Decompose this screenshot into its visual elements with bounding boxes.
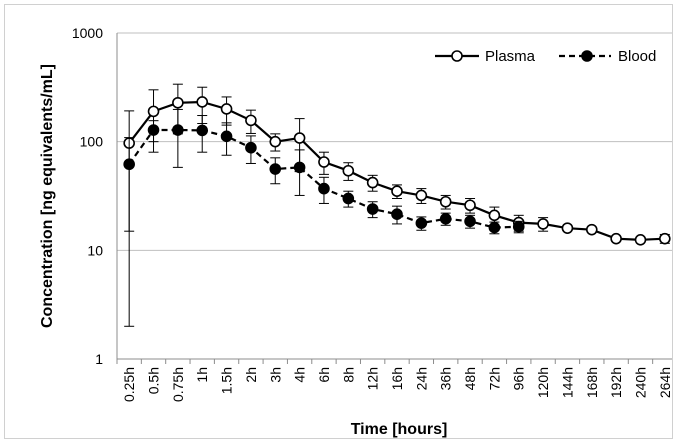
x-tick-label: 48h: [462, 367, 478, 390]
y-axis-title: Concentration [ng equivalents/mL]: [39, 64, 56, 328]
legend-blood-label: Blood: [618, 48, 656, 65]
plasma-point: [464, 199, 476, 212]
x-tick-label: 264h: [657, 367, 672, 398]
x-tick-label: 16h: [389, 367, 405, 390]
blood-point: [245, 141, 257, 154]
plasma-point: [634, 234, 647, 246]
legend-plasma-label: Plasma: [485, 48, 536, 65]
blood-point: [318, 182, 330, 195]
plasma-point: [610, 232, 622, 245]
x-axis-title: Time [hours]: [351, 421, 448, 438]
blood-point: [293, 161, 306, 174]
x-tick-label: 12h: [365, 367, 381, 390]
x-tick-label: 0.25h: [121, 367, 137, 402]
blood-point: [415, 217, 428, 229]
chart-frame: 1 10 100 1000 0.25h 0.5h 0.75h 1h 1.5h 2h 3h 4h 6h 8…: [4, 4, 677, 439]
plasma-point: [293, 132, 306, 144]
y-tick-label: 1000: [72, 25, 103, 41]
axes: [116, 33, 677, 364]
blood-point: [439, 213, 452, 225]
legend-plasma-marker: [451, 50, 463, 62]
x-tick-label: 8h: [340, 367, 356, 383]
x-tick-label: 3h: [267, 367, 283, 383]
plasma-point: [659, 232, 671, 245]
plasma-point: [439, 195, 452, 208]
x-tick-label: 96h: [511, 367, 527, 390]
plasma-point: [318, 156, 330, 168]
legend: Plasma Blood: [435, 48, 656, 65]
y-tick-label: 10: [87, 242, 103, 258]
x-tick-label: 4h: [292, 367, 308, 383]
x-tick-label: 0.75h: [170, 367, 186, 402]
blood-point: [196, 124, 209, 137]
plasma-point: [415, 189, 428, 202]
blood-point: [172, 124, 184, 136]
series-group: [123, 83, 671, 327]
y-tick-labels: 1 10 100 1000: [72, 25, 103, 367]
plasma-point: [147, 105, 160, 118]
series-blood: [123, 108, 525, 235]
x-tick-label: 240h: [632, 367, 648, 398]
x-tick-label: 1.5h: [219, 367, 235, 394]
plasma-point: [488, 209, 501, 222]
plasma-point: [537, 218, 549, 230]
chart: 1 10 100 1000 0.25h 0.5h 0.75h 1h 1.5h 2h 3h 4h 6h 8…: [39, 25, 677, 438]
series-plasma: [123, 83, 671, 327]
blood-point: [488, 221, 501, 234]
plasma-point: [391, 185, 403, 198]
x-tick-label: 0.5h: [146, 367, 162, 394]
plasma-point: [220, 103, 233, 115]
blood-point: [123, 158, 135, 171]
blood-point: [391, 208, 403, 221]
x-tick-labels: 0.25h 0.5h 0.75h 1h 1.5h 2h 3h 4h 6h 8h 12h 16h 24h 3…: [121, 367, 673, 402]
plasma-point: [366, 176, 379, 189]
x-tick-label: 1h: [194, 367, 210, 383]
blood-point: [464, 215, 476, 228]
plasma-point: [172, 96, 184, 109]
plasma-point: [245, 114, 257, 127]
x-tick-label: 2h: [243, 367, 259, 383]
blood-point: [147, 124, 160, 136]
x-tick-label: 192h: [608, 367, 624, 398]
plasma-point: [196, 96, 209, 108]
plasma-point: [342, 164, 355, 177]
plasma-point: [585, 223, 598, 236]
y-tick-label: 1: [95, 351, 103, 367]
x-tick-label: 36h: [438, 367, 454, 390]
x-tick-label: 168h: [584, 367, 600, 398]
blood-point: [512, 220, 525, 233]
x-tick-label: 6h: [316, 367, 332, 383]
blood-point: [366, 203, 379, 215]
gridlines: [117, 32, 677, 251]
plasma-point: [561, 222, 574, 234]
y-tick-label: 100: [80, 134, 104, 150]
x-tick-label: 24h: [413, 367, 429, 390]
x-tick-label: 120h: [535, 367, 551, 398]
blood-point: [342, 192, 355, 205]
x-tick-label: 72h: [486, 367, 502, 390]
blood-point: [220, 130, 233, 143]
legend-blood-marker: [581, 50, 593, 62]
x-tick-label: 144h: [559, 367, 575, 398]
plasma-point: [269, 135, 282, 148]
blood-point: [269, 163, 282, 175]
